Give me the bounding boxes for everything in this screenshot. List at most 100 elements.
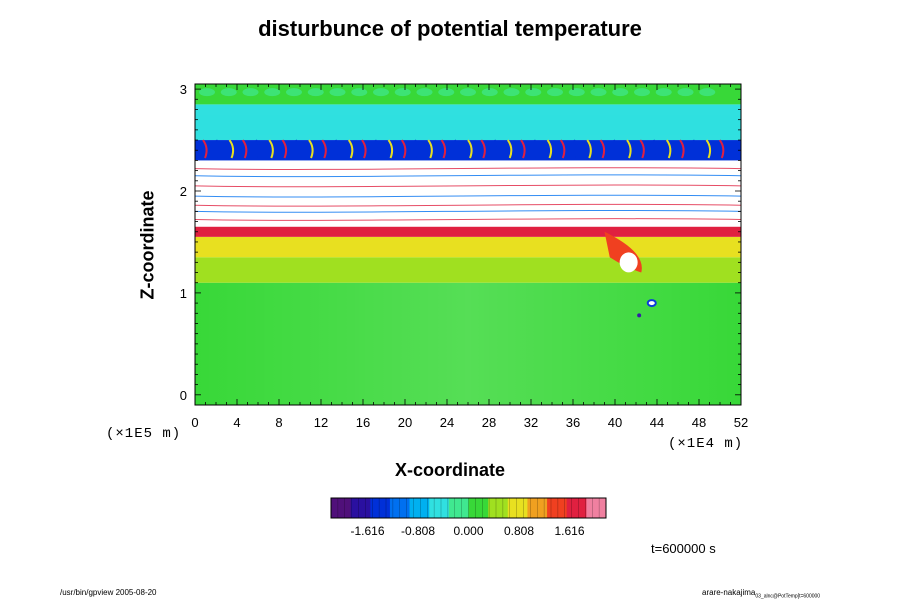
filament-line	[194, 167, 742, 170]
top-bump	[394, 88, 411, 97]
y-tick-label: 1	[180, 286, 187, 301]
colorbar-swatch	[468, 498, 489, 518]
colorbar-swatch	[389, 498, 411, 518]
wave-streak	[705, 139, 712, 159]
field-band	[195, 236, 741, 258]
top-bump	[286, 88, 302, 97]
wave-streak	[573, 139, 579, 159]
top-bump	[525, 88, 542, 97]
field-texture	[195, 282, 741, 405]
wave-streak	[652, 139, 659, 159]
wave-streak	[228, 139, 235, 159]
top-bump	[307, 88, 324, 97]
chart-title: disturbunce of potential temperature	[258, 16, 642, 41]
top-bump	[373, 88, 389, 97]
wave-streak	[599, 139, 606, 159]
x-tick-label: 28	[482, 415, 496, 430]
wave-streak	[347, 139, 354, 159]
top-bump	[199, 88, 215, 97]
footer-source: arare-nakajima03_alnc@PotTemp[t=600000	[702, 588, 820, 600]
wave-streak	[506, 139, 513, 159]
wave-streak	[692, 139, 698, 159]
colorbar-swatch	[566, 498, 587, 518]
y-tick-label: 3	[180, 82, 187, 97]
wave-streak	[281, 139, 288, 159]
footer-command: /usr/bin/gpview 2005-08-20	[60, 588, 157, 597]
wave-streak	[215, 139, 221, 159]
top-bump	[264, 88, 281, 97]
wave-streak	[586, 139, 592, 159]
colorbar-swatch	[527, 498, 548, 518]
colorbar-swatch	[331, 498, 352, 518]
colorbar-swatch	[488, 498, 509, 518]
heatmap-detail	[194, 88, 742, 405]
wave-streak	[440, 139, 447, 159]
colorbar-tick-label: 0.000	[453, 524, 483, 538]
colorbar-tick-label: 1.616	[554, 524, 584, 538]
y-tick-labels: 0 1 2 3	[180, 82, 187, 403]
wave-streak	[268, 139, 274, 159]
wave-streak	[400, 139, 407, 159]
colorbar-tick-label: 0.808	[504, 524, 534, 538]
x-tick-label: 0	[191, 415, 198, 430]
top-bump	[242, 88, 259, 97]
cyan-sub-band	[195, 114, 741, 135]
x-tick-label: 36	[566, 415, 580, 430]
wave-streak	[480, 139, 486, 159]
wave-streak	[255, 139, 261, 159]
wave-streak	[334, 139, 341, 159]
x-scale-label: (×1E4 m)	[668, 436, 744, 452]
field-band	[195, 226, 741, 237]
top-bump	[547, 88, 563, 97]
wave-streak	[467, 139, 473, 159]
wave-streak	[546, 139, 553, 159]
wave-streak	[361, 139, 367, 159]
x-tick-label: 8	[275, 415, 282, 430]
wave-streak	[639, 139, 645, 159]
wave-streak	[520, 139, 526, 159]
x-tick-label: 48	[692, 415, 706, 430]
top-bump	[460, 88, 476, 97]
wave-streak	[202, 139, 208, 159]
wave-streak	[493, 139, 500, 159]
x-tick-label: 24	[440, 415, 454, 430]
axis-ticks	[194, 84, 742, 405]
x-tick-labels: 0 4 8 12 16 20 24 28 32 36 40 44 48 52	[191, 415, 748, 430]
footer-source-sub: 03_alnc@PotTemp[t=600000	[755, 593, 821, 600]
x-tick-label: 4	[233, 415, 240, 430]
colorbar-frame	[330, 497, 607, 519]
colorbar-swatch	[507, 498, 528, 518]
field-band	[195, 140, 741, 161]
wave-streak	[533, 139, 539, 159]
filament-line	[194, 203, 742, 207]
time-label: t=600000 s	[651, 541, 716, 556]
top-bump	[677, 88, 694, 97]
top-bump	[568, 88, 585, 97]
filament-line	[194, 218, 742, 221]
colorbar-swatch	[547, 498, 568, 518]
colorbar-swatch	[586, 498, 607, 518]
wave-streak	[241, 139, 248, 159]
y-axis-label: Z-coordinate	[137, 190, 158, 300]
wave-streak	[321, 139, 327, 159]
top-bump	[612, 88, 629, 97]
wave-streak	[453, 139, 460, 159]
top-bump	[590, 88, 607, 97]
plume-core	[619, 252, 638, 273]
filament-line	[194, 194, 742, 198]
colorbar-swatch	[409, 498, 430, 518]
filament-line	[194, 174, 742, 178]
x-axis-label: X-coordinate	[394, 460, 505, 480]
colorbar-labels: -1.616 -0.808 0.000 0.808 1.616	[350, 524, 584, 538]
field-band	[195, 257, 741, 283]
wave-streak	[374, 139, 380, 159]
top-bump	[416, 88, 433, 97]
colorbar-tick-label: -1.616	[350, 524, 384, 538]
colorbar-swatch	[448, 498, 469, 518]
z-scale-label: (×1E5 m)	[106, 426, 182, 442]
filament-line	[194, 210, 742, 213]
x-tick-label: 12	[314, 415, 328, 430]
colorbar-tick-label: -0.808	[401, 524, 435, 538]
colorbar-swatch	[370, 498, 391, 518]
